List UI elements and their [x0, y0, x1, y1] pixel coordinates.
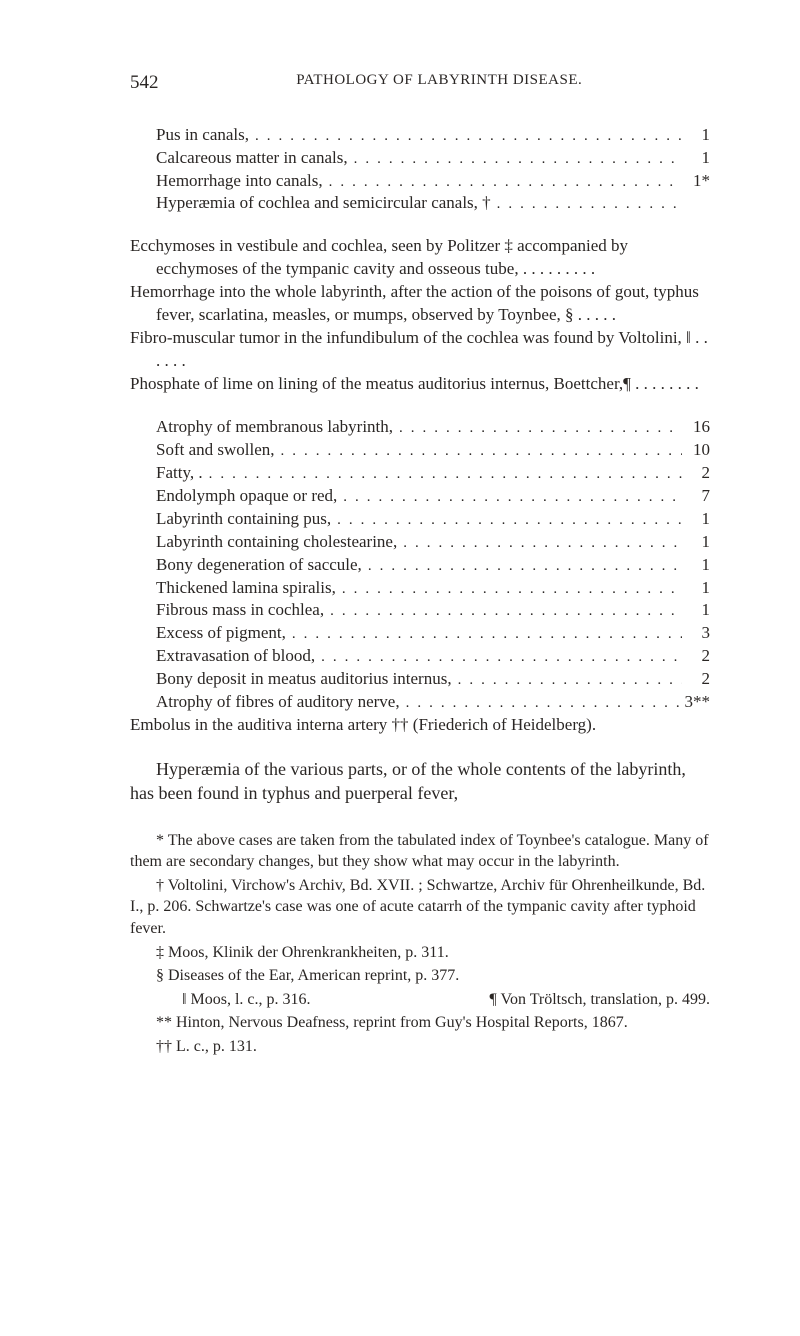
entry-label: Labyrinth containing cholestearine, [156, 531, 397, 554]
entry-value: 10 [682, 439, 710, 462]
footnote-ddagger: ‡ Moos, Klinik der Ohrenkrankheiten, p. … [130, 942, 710, 964]
list-entry: Fibrous mass in cochlea,................… [130, 599, 710, 622]
entry-label: Hyperæmia of cochlea and semicircular ca… [156, 192, 491, 215]
entry-value: 3 [682, 622, 710, 645]
entry-label: Bony degeneration of saccule, [156, 554, 362, 577]
entry-value: 2 [682, 462, 710, 485]
entry-label: Bony deposit in meatus auditorius intern… [156, 668, 452, 691]
footnote-pilcrow: ¶ Von Tröltsch, translation, p. 499. [464, 989, 710, 1011]
entry-value: 3** [682, 691, 710, 714]
entry-label: Hemorrhage into canals, [156, 170, 323, 193]
list-entry: Atrophy of membranous labyrinth,........… [130, 416, 710, 439]
list-entry: Atrophy of fibres of auditory nerve,....… [130, 691, 710, 714]
list-entry: Fatty, .................................… [130, 462, 710, 485]
list-entry: Extravasation of blood,.................… [130, 645, 710, 668]
page-number: 542 [130, 70, 159, 96]
list-entry: Endolymph opaque or red,................… [130, 485, 710, 508]
leader-dots: ........................................… [315, 647, 682, 667]
entry-label: Endolymph opaque or red, [156, 485, 337, 508]
entry-value: 1 [682, 531, 710, 554]
running-title: PATHOLOGY OF LABYRINTH DISEASE. [169, 70, 711, 96]
footnotes: * The above cases are taken from the tab… [130, 830, 710, 1058]
leader-dots: ........................................… [275, 441, 682, 461]
entry-label: Fatty, . [156, 462, 203, 485]
entry-value: 1* [682, 170, 710, 193]
entry-label: Atrophy of fibres of auditory nerve, [156, 691, 400, 714]
leader-dots: ........................................… [397, 533, 682, 553]
entry-value: 2 [682, 668, 710, 691]
prose-entry: Phosphate of lime on lining of the meatu… [130, 373, 710, 396]
entry-value: 2 [682, 645, 710, 668]
leader-dots: ........................................… [400, 693, 682, 713]
leader-dots: ........................................… [323, 172, 682, 192]
entry-value: 7 [682, 485, 710, 508]
entry-label: Soft and swollen, [156, 439, 275, 462]
prose-entry: Ecchymoses in vestibule and cochlea, see… [130, 235, 710, 281]
leader-dots: ........................................… [286, 624, 682, 644]
entry-label: Pus in canals, [156, 124, 249, 147]
leader-dots: ........................................… [452, 670, 682, 690]
entry-value: 1 [682, 508, 710, 531]
leader-dots: ........................................… [324, 601, 682, 621]
list-entry: Bony deposit in meatus auditorius intern… [130, 668, 710, 691]
list-entry: Pus in canals,..........................… [130, 124, 710, 147]
footnote-ddagger2: †† L. c., p. 131. [130, 1036, 710, 1058]
list-entry: Hyperæmia of cochlea and semicircular ca… [130, 192, 710, 215]
entry-value: 1 [682, 599, 710, 622]
footnote-dagger: † Voltolini, Virchow's Archiv, Bd. XVII.… [130, 875, 710, 940]
list-entry: Excess of pigment,......................… [130, 622, 710, 645]
page-header: 542 PATHOLOGY OF LABYRINTH DISEASE. [130, 70, 710, 96]
leader-dots: ........................................… [336, 579, 682, 599]
entry-value: 1 [682, 554, 710, 577]
footnote-section: § Diseases of the Ear, American reprint,… [130, 965, 710, 987]
body-paragraph: Hyperæmia of the various parts, or of th… [130, 757, 710, 806]
leader-dots: ........................................… [337, 487, 682, 507]
leader-dots: ........................................… [362, 556, 682, 576]
list-entry: Thickened lamina spiralis,..............… [130, 577, 710, 600]
footnote-star: * The above cases are taken from the tab… [130, 830, 710, 873]
prose-entry: Fibro-muscular tumor in the infundibulum… [130, 327, 710, 373]
entry-label: Calcareous matter in canals, [156, 147, 348, 170]
entry-label: Excess of pigment, [156, 622, 286, 645]
list-entry: Bony degeneration of saccule,...........… [130, 554, 710, 577]
footnote-dstar: ** Hinton, Nervous Deafness, reprint fro… [130, 1012, 710, 1034]
entry-label: Thickened lamina spiralis, [156, 577, 336, 600]
leader-dots: ........................................… [249, 126, 682, 146]
entry-value: 1 [682, 124, 710, 147]
leader-dots: ........................................… [348, 149, 682, 169]
list-entry: Labyrinth containing cholestearine,.....… [130, 531, 710, 554]
leader-dots: ........................................… [393, 418, 682, 438]
footnote-bar-pilcrow: ‖ Moos, l. c., p. 316. ¶ Von Tröltsch, t… [130, 989, 710, 1011]
prose-entry: Hemorrhage into the whole labyrinth, aft… [130, 281, 710, 327]
list-entry: Soft and swollen,.......................… [130, 439, 710, 462]
leader-dots: ........................................… [203, 464, 682, 484]
footnote-bar: ‖ Moos, l. c., p. 316. [156, 989, 311, 1011]
leader-dots: ........................................… [331, 510, 682, 530]
list-entry: Labyrinth containing pus,...............… [130, 508, 710, 531]
list3-tail: Embolus in the auditiva interna artery †… [130, 714, 710, 737]
entry-value: 16 [682, 416, 710, 439]
entry-label: Extravasation of blood, [156, 645, 315, 668]
leader-dots: ........................................… [491, 194, 682, 214]
entry-label: Atrophy of membranous labyrinth, [156, 416, 393, 439]
list-block-1: Pus in canals,..........................… [130, 124, 710, 216]
entry-label: Fibrous mass in cochlea, [156, 599, 324, 622]
list-entry: Calcareous matter in canals,............… [130, 147, 710, 170]
entry-label: Labyrinth containing pus, [156, 508, 331, 531]
entry-value: 1 [682, 147, 710, 170]
entry-value: 1 [682, 577, 710, 600]
list-block-3: Atrophy of membranous labyrinth,........… [130, 416, 710, 737]
list-entry: Hemorrhage into canals,.................… [130, 170, 710, 193]
prose-block-2: Ecchymoses in vestibule and cochlea, see… [130, 235, 710, 396]
